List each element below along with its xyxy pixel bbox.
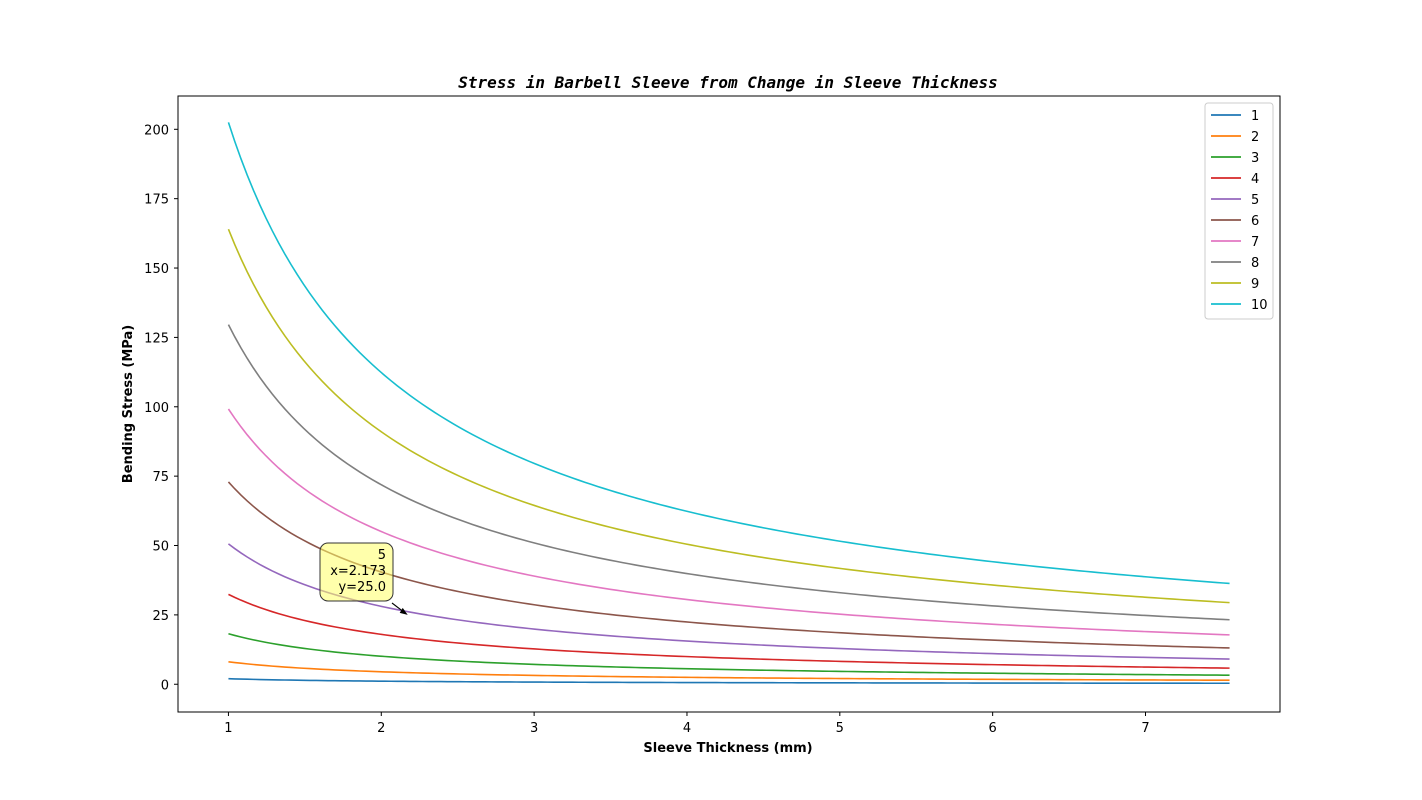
x-tick-label: 7 bbox=[1141, 721, 1149, 736]
legend-label-8: 8 bbox=[1251, 256, 1259, 271]
x-tick-label: 1 bbox=[224, 721, 232, 736]
legend-label-6: 6 bbox=[1251, 214, 1259, 229]
series-lines bbox=[227, 122, 1230, 685]
series-line-4 bbox=[228, 593, 1230, 669]
legend: 1 2 3 4 5 6 7 8 9 10 bbox=[1204, 102, 1274, 320]
legend-label-7: 7 bbox=[1251, 235, 1259, 250]
series-line-10 bbox=[227, 122, 1230, 585]
x-tick-label: 3 bbox=[530, 721, 538, 736]
x-tick-label: 4 bbox=[683, 721, 691, 736]
axes-frame bbox=[177, 95, 1281, 713]
legend-label-10: 10 bbox=[1251, 298, 1268, 313]
series-line-9 bbox=[227, 228, 1230, 604]
y-tick-label: 100 bbox=[144, 401, 169, 416]
y-tick-label: 150 bbox=[144, 262, 169, 277]
y-tick-label: 50 bbox=[152, 540, 169, 555]
series-line-6 bbox=[227, 481, 1230, 649]
x-tick-label: 2 bbox=[377, 721, 385, 736]
legend-label-2: 2 bbox=[1251, 130, 1259, 145]
y-tick-label: 25 bbox=[152, 609, 169, 624]
legend-label-1: 1 bbox=[1251, 109, 1259, 124]
annotation-text: x=2.173 bbox=[330, 564, 386, 579]
y-axis-label: Bending Stress (MPa) bbox=[121, 325, 136, 483]
x-axis-label: Sleeve Thickness (mm) bbox=[643, 741, 812, 756]
legend-label-4: 4 bbox=[1251, 172, 1259, 187]
annotation-arrow-head bbox=[399, 607, 408, 615]
legend-label-9: 9 bbox=[1251, 277, 1259, 292]
x-tick-label: 5 bbox=[836, 721, 844, 736]
series-line-2 bbox=[228, 660, 1230, 682]
chart-title: Stress in Barbell Sleeve from Change in … bbox=[458, 73, 997, 92]
y-tick-label: 75 bbox=[152, 470, 169, 485]
annotation-text: y=25.0 bbox=[338, 580, 386, 595]
annotation-text: 5 bbox=[378, 548, 386, 563]
series-line-3 bbox=[228, 632, 1230, 676]
x-tick-label: 6 bbox=[989, 721, 997, 736]
series-line-8 bbox=[227, 324, 1230, 621]
y-tick-label: 200 bbox=[144, 123, 169, 138]
y-axis-ticks: 0 25 50 75 100 125 150 175 200 bbox=[144, 123, 178, 693]
y-tick-label: 0 bbox=[161, 678, 169, 693]
y-tick-label: 125 bbox=[144, 331, 169, 346]
y-tick-label: 175 bbox=[144, 193, 169, 208]
annotation-box bbox=[319, 542, 394, 602]
series-line-5 bbox=[227, 543, 1230, 660]
series-line-7 bbox=[227, 408, 1230, 636]
legend-label-5: 5 bbox=[1251, 193, 1259, 208]
legend-label-3: 3 bbox=[1251, 151, 1259, 166]
series-line-1 bbox=[228, 677, 1230, 685]
x-axis-ticks: 1 2 3 4 5 6 7 bbox=[224, 712, 1150, 736]
